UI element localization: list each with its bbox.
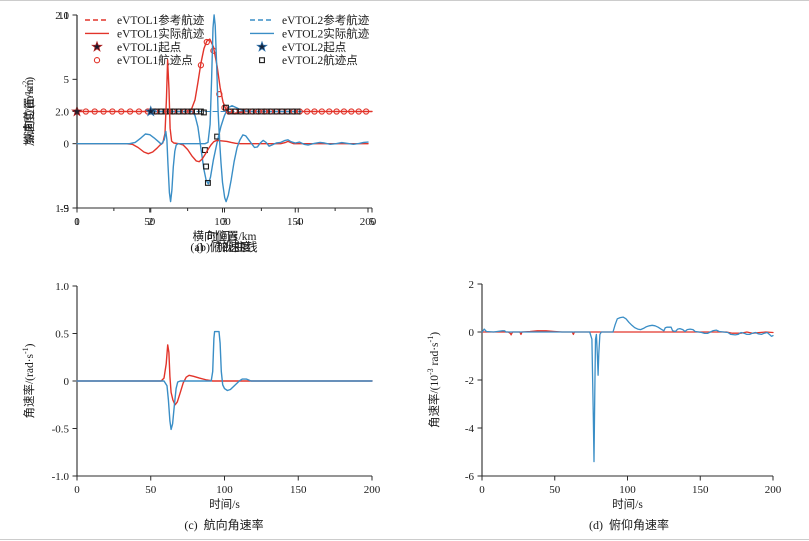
svg-text:eVTOL1参考航迹: eVTOL1参考航迹	[117, 13, 205, 27]
svg-text:2.1: 2.1	[55, 10, 69, 22]
chart-c-xlabel: 时间/s	[209, 498, 240, 511]
svg-text:150: 150	[692, 484, 709, 496]
svg-text:eVTOL2参考航迹: eVTOL2参考航迹	[282, 13, 370, 27]
chart-d-canvas: 0 50 100 150 200 -6 -4 -2 0 2 时间/s 角速率/(10-3 rad·s-…	[426, 279, 782, 511]
svg-text:50: 50	[145, 484, 157, 496]
svg-text:eVTOL1起点: eVTOL1起点	[117, 41, 181, 54]
chart-a-series	[76, 38, 373, 185]
svg-text:0: 0	[64, 376, 70, 388]
svg-text:3: 3	[222, 216, 228, 228]
chart-d-axes: 0 50 100 150 200 -6 -4 -2 0 2 时间/s 角速率/(10-3 rad·s-…	[426, 279, 782, 511]
svg-text:-2: -2	[465, 375, 474, 387]
svg-text:eVTOL2航迹点: eVTOL2航迹点	[282, 53, 358, 67]
chart-b-series	[76, 14, 369, 203]
svg-text:10: 10	[58, 10, 70, 22]
svg-text:200: 200	[765, 484, 782, 496]
svg-text:-6: -6	[465, 471, 475, 483]
svg-text:150: 150	[290, 484, 307, 496]
evtol1-yaw-rate	[76, 344, 373, 406]
chart-a-top-view-panel: 1 2 3 4 5 1.9 2.0 2.1 横向位置/km 纵向位置/km eVTOL1参考航迹 eV…	[0, 0, 404, 270]
chart-b-canvas: 0 50 100 150 200 -5 0 5 10 时间/s 加速度/(m·s-2)	[21, 10, 377, 243]
svg-text:-0.5: -0.5	[52, 423, 70, 435]
svg-text:100: 100	[619, 484, 636, 496]
svg-text:50: 50	[144, 216, 156, 228]
evtol2-waypoints	[149, 104, 301, 186]
svg-text:eVTOL1航迹点: eVTOL1航迹点	[117, 53, 193, 67]
chart-d-series	[481, 316, 774, 463]
svg-text:0.5: 0.5	[55, 328, 69, 340]
svg-text:50: 50	[549, 484, 561, 496]
svg-text:-1.0: -1.0	[52, 471, 70, 483]
svg-text:5: 5	[369, 216, 375, 228]
chart-c-caption: (c) 航向角速率	[184, 518, 264, 532]
svg-text:eVTOL2起点: eVTOL2起点	[282, 41, 346, 54]
svg-text:100: 100	[216, 484, 233, 496]
svg-text:100: 100	[214, 216, 231, 228]
chart-c-axes: 0 50 100 150 200 -1.0 -0.5 0 0.5 1.0 时间/s 角速率/(rad·…	[21, 281, 381, 511]
chart-c-ylabel: 角速率/(rad·s-1)	[21, 343, 36, 418]
chart-b-axes: 0 50 100 150 200 -5 0 5 10 时间/s 加速度/(m·s-2)	[21, 10, 377, 243]
evtol2-yaw-rate	[76, 330, 373, 431]
chart-c-canvas: 0 50 100 150 200 -1.0 -0.5 0 0.5 1.0 时间/s 角速率/(rad·…	[21, 281, 381, 511]
chart-c-yaw-rate-panel: 0 50 100 150 200 -1.0 -0.5 0 0.5 1.0 时间/s 角速率/(rad·…	[0, 270, 404, 540]
chart-a-canvas: 1 2 3 4 51.92.02.1横向位置/km纵向位置/kmeVTOL1参考航迹eV…	[22, 10, 375, 243]
chart-a-caption: (a) 俯视曲线	[190, 240, 258, 254]
evtol2-start-point	[144, 105, 157, 117]
svg-text:1.0: 1.0	[55, 281, 69, 293]
svg-text:200: 200	[364, 484, 381, 496]
svg-text:0: 0	[479, 484, 485, 496]
svg-text:eVTOL2实际航迹: eVTOL2实际航迹	[282, 26, 370, 40]
evtol2-acceleration	[76, 14, 369, 203]
svg-text:0: 0	[469, 327, 475, 339]
chart-c-series	[76, 330, 373, 431]
svg-text:0: 0	[64, 138, 70, 150]
svg-text:1: 1	[74, 216, 80, 228]
evtol2-pitch-rate	[481, 316, 774, 463]
chart-b-caption: (b) 加速度	[196, 240, 252, 254]
chart-b-ylabel: 加速度/(m·s-2)	[21, 77, 36, 146]
svg-text:5: 5	[64, 74, 70, 86]
svg-text:2: 2	[148, 216, 154, 228]
chart-b-acceleration-panel: 0 50 100 150 200 -5 0 5 10 时间/s 加速度/(m·s-2) (b) 加速…	[0, 0, 404, 270]
svg-text:0: 0	[74, 484, 80, 496]
svg-text:150: 150	[287, 216, 304, 228]
chart-d-caption: (d) 俯仰角速率	[589, 518, 669, 532]
chart-d-xlabel: 时间/s	[612, 498, 643, 511]
svg-text:4: 4	[296, 216, 302, 228]
svg-text:2.0: 2.0	[55, 106, 69, 118]
chart-a-ylabel: 纵向位置/km	[22, 80, 36, 144]
chart-a-xlabel: 横向位置/km	[193, 229, 257, 243]
chart-d-ylabel: 角速率/(10-3 rad·s-1)	[426, 332, 441, 428]
svg-text:0: 0	[74, 216, 80, 228]
top-rule-line	[0, 0, 809, 1]
chart-b-xlabel: 时间/s	[207, 230, 238, 243]
evtol1-acceleration	[76, 59, 369, 163]
svg-text:1.9: 1.9	[55, 203, 69, 215]
svg-text:200: 200	[360, 216, 377, 228]
svg-text:-5: -5	[60, 203, 70, 215]
evtol2-actual-track	[150, 105, 303, 185]
svg-text:-4: -4	[465, 423, 475, 435]
bottom-rule-line	[0, 539, 809, 540]
svg-text:eVTOL1实际航迹: eVTOL1实际航迹	[117, 26, 205, 40]
chart-d-pitch-rate-panel: 0 50 100 150 200 -6 -4 -2 0 2 时间/s 角速率/(10-3 rad·s-…	[405, 270, 809, 540]
svg-text:2: 2	[469, 279, 475, 291]
